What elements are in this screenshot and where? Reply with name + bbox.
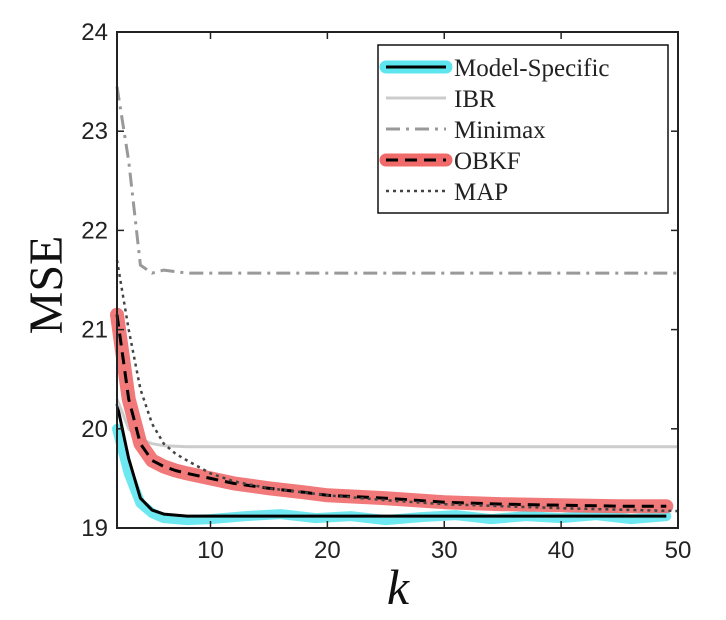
y-tick-label: 20 [81,416,108,443]
x-axis-label: k [387,559,410,615]
y-tick-label: 24 [81,19,108,46]
legend-label-model-specific: Model-Specific [454,55,610,82]
x-tick-label: 20 [314,537,341,564]
x-tick-label: 50 [665,537,692,564]
y-tick-label: 19 [81,515,108,542]
y-tick-label: 21 [81,317,108,344]
legend-label-ibr: IBR [454,86,496,113]
y-axis-label: MSE [20,236,73,335]
series-layer [110,86,679,526]
x-tick-label: 30 [431,537,458,564]
legend-label-obkf: OBKF [454,148,521,175]
series-line-minimax [115,86,678,275]
axes-layer: 10 20 30 40 50 19 20 21 22 23 24 [81,19,691,564]
x-tick-label: 40 [548,537,575,564]
axes-frame [116,31,679,529]
series-line-model-specific [115,403,667,518]
legend: Model-Specific IBR Minimax OBKF MAP [377,44,669,214]
series-line-map [115,259,679,513]
y-tick-label: 22 [81,217,108,244]
legend-label-minimax: Minimax [454,117,546,144]
y-tick-label: 23 [81,118,108,145]
legend-label-map: MAP [454,179,508,206]
x-tick-label: 10 [197,537,224,564]
